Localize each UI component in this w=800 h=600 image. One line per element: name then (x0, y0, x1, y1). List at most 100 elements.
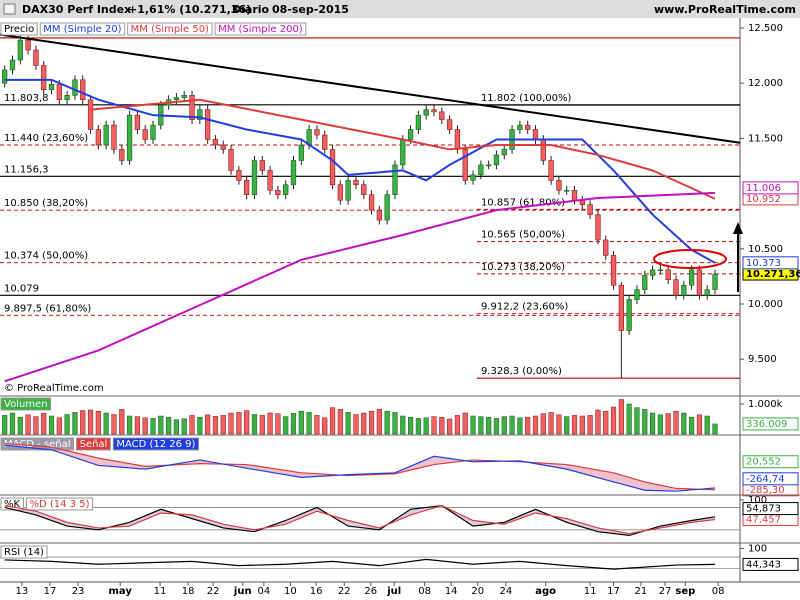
x-tick-label: 22 (338, 586, 351, 597)
candle-body (673, 279, 679, 296)
volume-bar (470, 415, 476, 435)
candle-body (548, 160, 554, 181)
candle-body (392, 164, 398, 195)
candle-body (634, 289, 640, 300)
candle-body (368, 194, 375, 211)
series-line (4, 442, 716, 491)
candle-body (314, 129, 320, 136)
volume-bar (72, 412, 78, 435)
candle-body (173, 97, 180, 101)
period: Diario (232, 3, 270, 16)
volume-bar (283, 416, 289, 435)
volume-bar (353, 414, 359, 435)
price-tag-label: 20,552 (746, 457, 781, 468)
candle-body (48, 83, 55, 91)
panel-label: %K (4, 499, 21, 510)
volume-bar (423, 417, 429, 435)
y-tick-label: 10.500 (748, 244, 783, 255)
panel-label-bg (112, 437, 200, 451)
x-tick-label: 21 (634, 586, 647, 597)
candle-body (517, 124, 523, 130)
candle-body (704, 289, 710, 296)
price-tag-label: 54,873 (746, 504, 781, 515)
volume-bar (400, 415, 406, 435)
price-tag-label: -264,74 (746, 474, 785, 485)
price-tag-label: 336.009 (746, 419, 787, 430)
volume-bar (392, 412, 398, 435)
volume-bar (571, 415, 578, 435)
volume-bar (290, 413, 297, 435)
candle-body (470, 174, 476, 181)
panel-label: MM (Simple 50) (131, 24, 209, 35)
panel-label: MM (Simple 20) (43, 24, 121, 35)
price-tag-label: 10.271,36 (746, 269, 800, 280)
candle-body (400, 139, 406, 166)
instrument-title: DAX30 Perf Index (22, 3, 131, 16)
candle-body (119, 149, 125, 161)
volume-bar (189, 415, 195, 435)
volume-bar (345, 412, 351, 435)
volume-bar (501, 416, 507, 435)
plot-layer: 11.803,8 11.440 (23,60%) 11.156,3 10.850 (3… (0, 22, 800, 597)
volume-bar (111, 414, 117, 435)
candle-body (298, 144, 304, 161)
candle-body (220, 144, 226, 150)
candle-body (25, 39, 31, 51)
candle-body (322, 134, 328, 150)
level-label: 10.565 (50,00%) (481, 230, 565, 241)
level-label: 11.440 (23,60%) (4, 133, 88, 144)
volume-bar (87, 409, 94, 435)
x-tick-label: 20 (471, 586, 484, 597)
price-tag (742, 502, 799, 516)
candle-body (618, 284, 624, 331)
x-tick-label: 17 (44, 586, 57, 597)
volume-bar (197, 416, 203, 435)
volume-bar (275, 413, 281, 435)
candle-body (181, 95, 187, 98)
window-icon[interactable] (3, 3, 16, 15)
volume-bar (486, 416, 492, 435)
oscillator-band (4, 443, 716, 492)
volume-bar (244, 410, 250, 435)
volume-bar (298, 410, 304, 435)
volume-bar (205, 414, 211, 435)
volume-bar (306, 412, 312, 435)
panel-label: MM (Simple 200) (218, 24, 303, 35)
volume-bar (649, 412, 656, 435)
price-tag (742, 181, 799, 195)
candle-body (134, 114, 141, 130)
candle-body (478, 164, 484, 176)
candle-body (56, 83, 62, 101)
panel-label-bg (214, 22, 307, 36)
volume-bar (329, 407, 336, 435)
candle-body (64, 95, 70, 101)
candle-body (204, 109, 211, 140)
volume-bar (64, 414, 70, 435)
volume-bar (228, 412, 234, 435)
panel-label-bg (76, 437, 111, 451)
volume-bar (80, 410, 86, 435)
volume-bar (220, 415, 226, 435)
level-label: 11.156,3 (4, 164, 49, 175)
price-tag-label: 11.006 (746, 183, 781, 194)
price-tag-label: 10.373 (746, 258, 781, 269)
volume-bar (251, 414, 258, 435)
volume-bar (509, 415, 515, 435)
candle-body (72, 79, 78, 96)
volume-bar (2, 415, 8, 435)
volume-bar (361, 412, 367, 435)
arrow-head (733, 222, 743, 234)
candle-body (95, 129, 101, 146)
panel-label-bg (0, 397, 52, 411)
volume-bar (657, 414, 663, 435)
series-line (4, 191, 716, 383)
volume-bar (368, 410, 375, 435)
candle-body (103, 124, 109, 146)
volume-bar (696, 414, 703, 435)
price-tag-label: 44,343 (746, 559, 781, 570)
volume-bar (150, 418, 156, 435)
panel-label: RSI (14) (4, 547, 44, 558)
volume-bar (603, 410, 609, 435)
level-label: 10.850 (38,20%) (4, 198, 88, 209)
volume-bar (493, 418, 500, 435)
